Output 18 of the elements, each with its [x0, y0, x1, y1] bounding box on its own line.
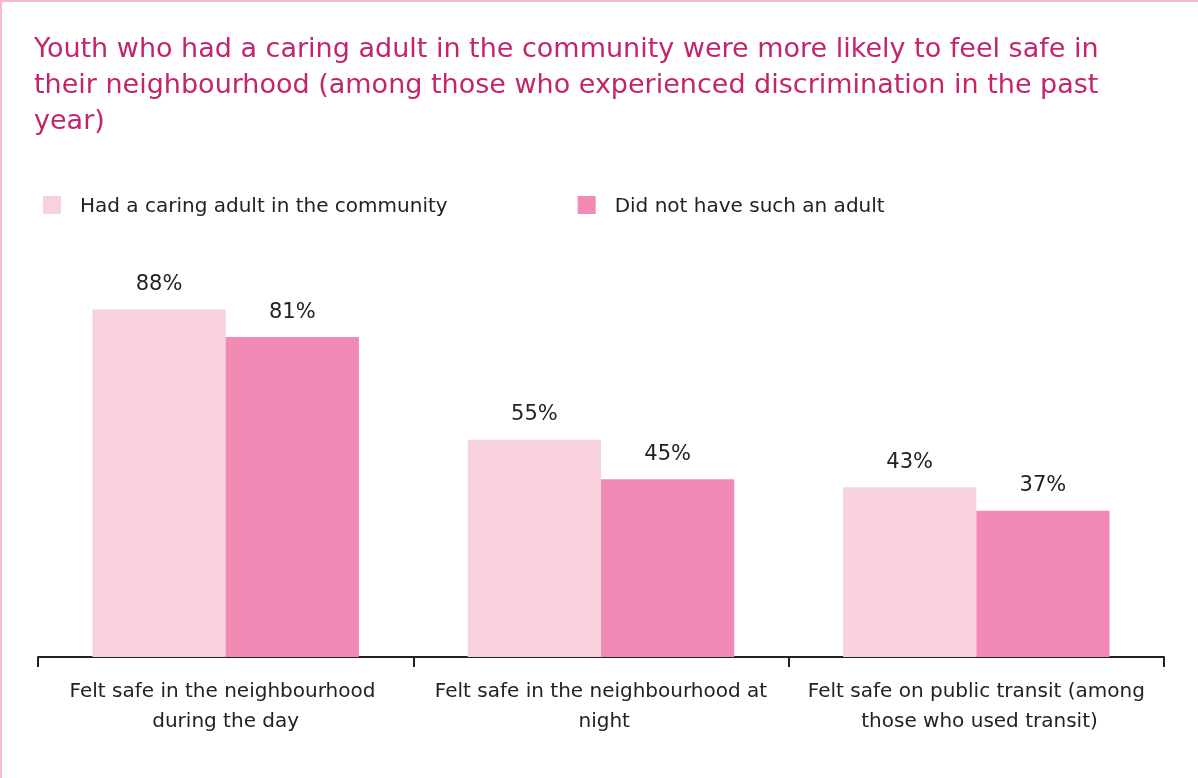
bar [467, 439, 601, 657]
bar [601, 479, 735, 657]
x-tick-label: Felt safe on public transit (among those who used transit) [807, 678, 1145, 732]
bar [92, 309, 226, 657]
data-label: 55% [511, 401, 558, 426]
data-label: 45% [644, 440, 691, 465]
data-label: 37% [1019, 472, 1067, 497]
x-tick-label: Felt safe in the neighbourhood during the day [69, 678, 382, 732]
data-label: 88% [135, 270, 183, 295]
legend-label: Did not have such an adult [614, 193, 885, 217]
data-label: 43% [886, 448, 934, 473]
legend-label: Had a caring adult in the community [80, 193, 448, 217]
bar [976, 510, 1110, 657]
data-label: 81% [268, 298, 316, 323]
x-tick-label: Felt safe in the neighbourhood at night [434, 678, 768, 732]
bar [843, 487, 977, 657]
chart-title: Youth who had a caring adult in the community were more likely to feel safe in their neighbourhood (among those who experienced discrimination in the past year) [34, 31, 1100, 137]
bar [225, 337, 359, 657]
